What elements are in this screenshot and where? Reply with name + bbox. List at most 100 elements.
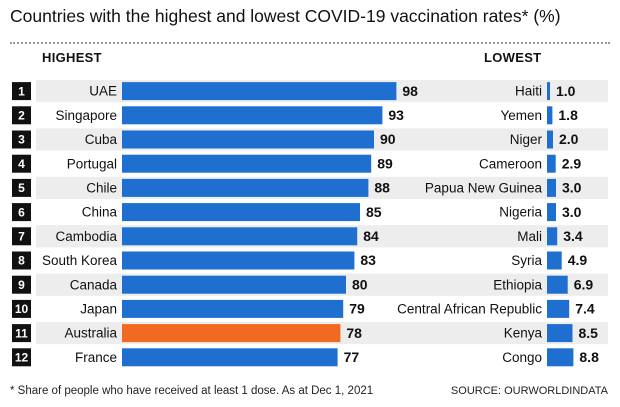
lowest-value-label: 3.0 xyxy=(562,180,582,196)
lowest-category-label: Syria xyxy=(511,253,542,268)
rank-label: 7 xyxy=(18,229,25,243)
rank-box xyxy=(12,251,31,270)
highest-bar xyxy=(122,203,360,222)
lowest-bar xyxy=(547,82,550,101)
rank-label: 12 xyxy=(15,350,29,364)
highest-value-label: 90 xyxy=(380,131,396,147)
dotted-divider xyxy=(10,42,610,44)
rank-label: 1 xyxy=(18,84,25,98)
lowest-bar xyxy=(547,130,553,149)
lowest-category-label: Cameroon xyxy=(479,156,542,171)
lowest-value-label: 3.4 xyxy=(563,228,583,244)
rank-box xyxy=(12,324,31,343)
rank-box xyxy=(12,130,31,149)
source-note: SOURCE: OURWORLDINDATA xyxy=(450,385,608,397)
lowest-category-label: Central African Republic xyxy=(397,301,542,316)
highest-value-label: 80 xyxy=(352,276,368,292)
highest-value-label: 98 xyxy=(402,83,418,99)
highest-category-label: Canada xyxy=(70,277,118,292)
highest-bar xyxy=(122,178,369,197)
highest-bar xyxy=(122,106,383,125)
lowest-value-label: 3.0 xyxy=(562,204,582,220)
highest-category-label: China xyxy=(82,205,118,220)
highest-category-label: South Korea xyxy=(42,253,118,268)
rank-label: 3 xyxy=(18,133,25,147)
rank-label: 11 xyxy=(15,326,28,340)
lowest-category-label: Mali xyxy=(517,229,542,244)
rank-box xyxy=(12,178,31,197)
highest-category-label: Cambodia xyxy=(55,229,117,244)
highest-category-label: Australia xyxy=(64,326,117,341)
highest-bar xyxy=(122,154,372,173)
lowest-bar xyxy=(547,275,568,294)
lowest-category-label: Papua New Guinea xyxy=(425,180,543,195)
highest-heading: HIGHEST xyxy=(42,50,102,65)
rank-box xyxy=(12,82,31,101)
lowest-value-label: 6.9 xyxy=(574,276,594,292)
highest-bar xyxy=(122,227,358,246)
rank-box xyxy=(12,348,31,367)
lowest-bar xyxy=(547,299,570,318)
lowest-value-label: 8.5 xyxy=(579,325,599,341)
lowest-value-label: 1.0 xyxy=(556,83,576,99)
lowest-heading: LOWEST xyxy=(484,50,542,65)
lowest-value-label: 1.8 xyxy=(558,107,578,123)
lowest-bar xyxy=(547,154,556,173)
highest-bar xyxy=(122,130,374,149)
lowest-bar xyxy=(547,178,556,197)
lowest-category-label: Haiti xyxy=(515,84,542,99)
lowest-category-label: Nigeria xyxy=(499,205,542,220)
lowest-category-label: Congo xyxy=(502,350,542,365)
lowest-bar xyxy=(547,348,574,367)
highest-value-label: 78 xyxy=(346,325,362,341)
highest-category-label: UAE xyxy=(89,84,117,99)
highest-value-label: 93 xyxy=(388,107,404,123)
highest-value-label: 84 xyxy=(363,228,379,244)
highest-bar xyxy=(122,82,397,101)
highest-category-label: Japan xyxy=(80,301,117,316)
rank-box xyxy=(12,275,31,294)
lowest-bar xyxy=(547,227,558,246)
highest-value-label: 85 xyxy=(366,204,382,220)
lowest-category-label: Kenya xyxy=(504,326,543,341)
highest-category-label: Singapore xyxy=(55,108,117,123)
lowest-value-label: 8.8 xyxy=(579,349,599,365)
highest-category-label: Cuba xyxy=(85,132,118,147)
rank-label: 5 xyxy=(18,181,25,195)
highest-bar xyxy=(122,348,338,367)
highest-bar xyxy=(122,299,344,318)
rank-label: 8 xyxy=(18,254,25,268)
lowest-value-label: 2.9 xyxy=(562,155,582,171)
lowest-value-label: 4.9 xyxy=(568,252,588,268)
rank-label: 4 xyxy=(18,157,25,171)
rank-box xyxy=(12,106,31,125)
lowest-bar xyxy=(547,324,573,343)
lowest-bar xyxy=(547,251,562,270)
rank-label: 9 xyxy=(18,278,25,292)
rank-box xyxy=(12,299,31,318)
highest-category-label: Portugal xyxy=(67,156,117,171)
chart-title: Countries with the highest and lowest CO… xyxy=(10,6,561,26)
rank-box xyxy=(12,203,31,222)
lowest-value-label: 2.0 xyxy=(559,131,579,147)
lowest-category-label: Ethiopia xyxy=(493,277,542,292)
highest-category-label: Chile xyxy=(86,180,117,195)
lowest-bar xyxy=(547,106,553,125)
highest-bar xyxy=(122,251,355,270)
highest-value-label: 83 xyxy=(360,252,376,268)
lowest-bar xyxy=(547,203,556,222)
lowest-value-label: 7.4 xyxy=(575,301,595,317)
lowest-category-label: Niger xyxy=(510,132,543,147)
lowest-category-label: Yemen xyxy=(500,108,542,123)
highest-value-label: 88 xyxy=(374,180,390,196)
rank-box xyxy=(12,154,31,173)
highest-value-label: 79 xyxy=(349,301,365,317)
footnote: * Share of people who have received at l… xyxy=(10,385,374,397)
highest-value-label: 77 xyxy=(344,349,360,365)
highest-category-label: France xyxy=(75,350,117,365)
rank-label: 10 xyxy=(15,302,29,316)
highlighted-bar xyxy=(122,324,341,343)
rank-label: 6 xyxy=(18,205,25,219)
rank-box xyxy=(12,227,31,246)
